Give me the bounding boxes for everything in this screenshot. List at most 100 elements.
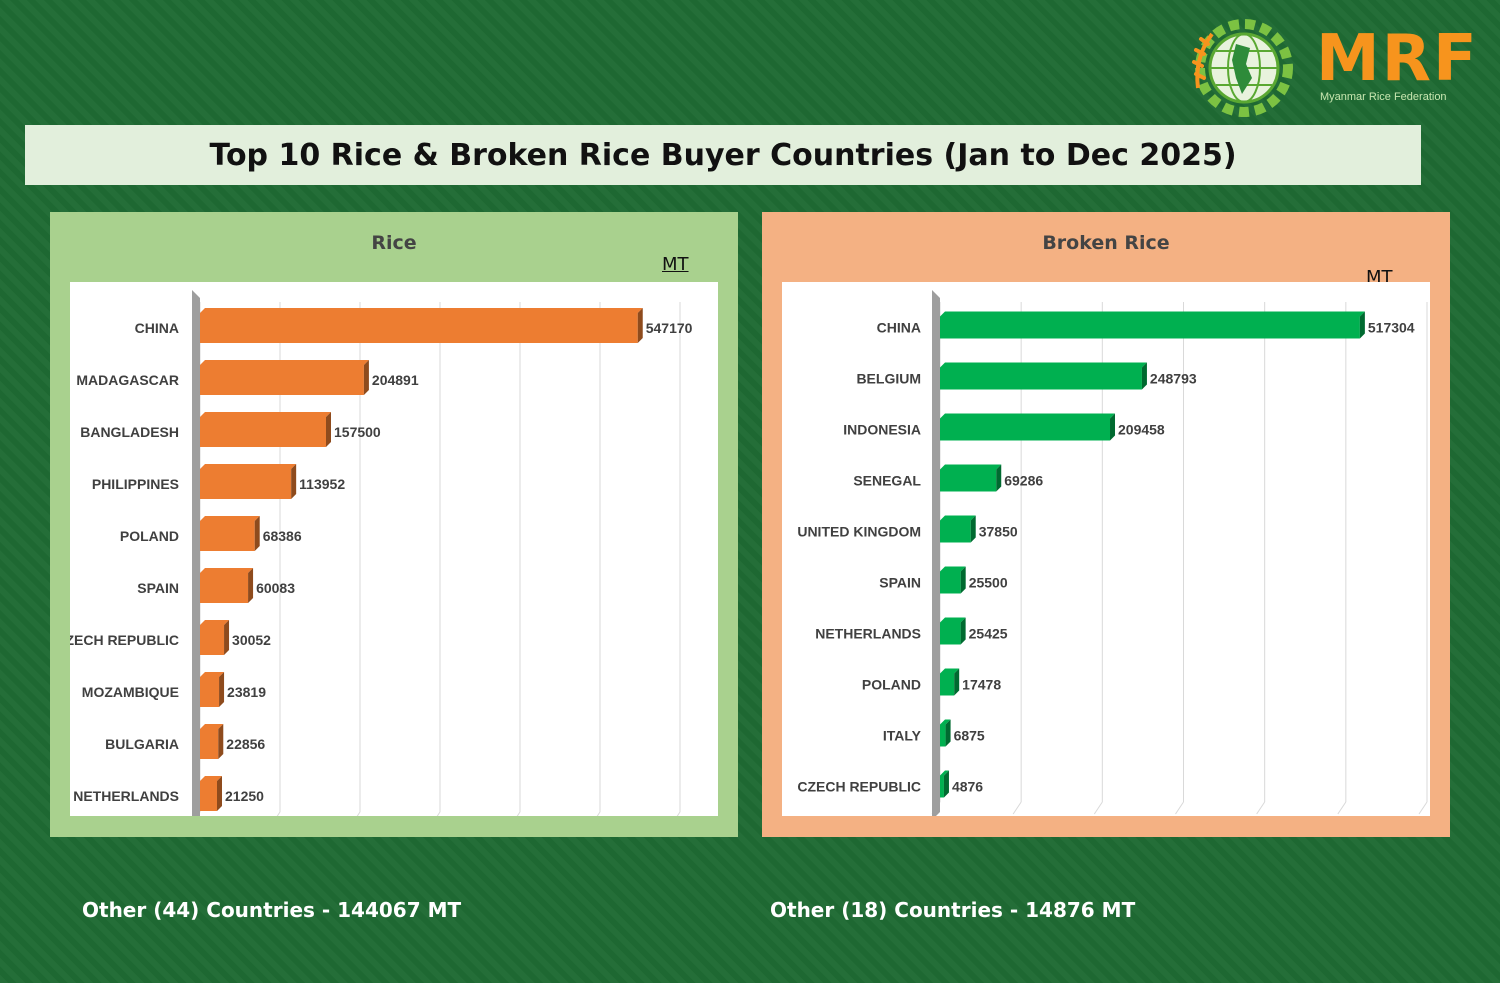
bar-top	[940, 668, 960, 674]
bar	[940, 520, 971, 543]
bar-top	[940, 770, 949, 776]
category-label: CZECH REPUBLIC	[797, 779, 921, 795]
gridline-floor	[431, 811, 441, 825]
bar-top	[200, 776, 222, 781]
bar	[200, 677, 220, 707]
bar-side	[254, 516, 260, 551]
bar	[200, 625, 225, 655]
bar	[940, 775, 944, 798]
logo-text: MRF	[1316, 22, 1479, 96]
category-label: CHINA	[877, 320, 921, 336]
gridline-floor	[1175, 801, 1184, 815]
bar-top	[940, 464, 1002, 470]
broken-rice-chart-panel: Broken Rice MT CHINA 517304 BELGIUM 248793 I…	[762, 212, 1450, 837]
value-label: 22856	[226, 736, 265, 752]
bar	[940, 622, 961, 645]
category-label: POLAND	[120, 528, 179, 544]
bar-side	[248, 568, 254, 603]
value-label: 69286	[1004, 473, 1043, 489]
category-label: SENEGAL	[853, 473, 921, 489]
category-axis-wall	[192, 290, 200, 830]
category-label: INDONESIA	[843, 422, 921, 438]
category-label: SPAIN	[137, 580, 179, 596]
bar-side	[1141, 362, 1147, 390]
category-label: UNITED KINGDOM	[797, 524, 921, 540]
rice-other-countries: Other (44) Countries - 144067 MT	[82, 898, 462, 922]
category-label: PHILIPPINES	[92, 476, 179, 492]
gridline-floor	[1418, 801, 1428, 815]
value-label: 248793	[1150, 371, 1197, 387]
bar-top	[200, 724, 224, 729]
bar-top	[200, 672, 225, 677]
value-label: 6875	[954, 728, 985, 744]
bar	[940, 673, 955, 696]
value-label: 21250	[225, 788, 264, 804]
value-label: 30052	[232, 632, 271, 648]
bar-top	[940, 362, 1147, 368]
bar	[940, 469, 997, 492]
mrf-globe-gear-icon	[1192, 19, 1293, 117]
value-label: 113952	[299, 476, 345, 492]
bar	[200, 313, 638, 343]
rice-unit-label: MT	[662, 254, 689, 275]
bar-side	[960, 566, 966, 594]
gridline-floor	[271, 811, 281, 825]
gridline-floor	[511, 811, 521, 825]
rice-chart-panel: Rice MT CHINA 547170 MADAGASCAR 204891 BANGL…	[50, 212, 738, 837]
category-label: MADAGASCAR	[76, 372, 179, 388]
bar-side	[960, 617, 966, 645]
gridline-floor	[1337, 801, 1347, 815]
bar	[940, 316, 1360, 339]
bar-side	[224, 620, 230, 655]
category-label: BANGLADESH	[80, 424, 179, 440]
value-label: 4876	[952, 779, 983, 795]
bar	[940, 724, 946, 747]
bar-side	[291, 464, 297, 499]
bar-side	[1110, 413, 1116, 441]
bar-top	[940, 719, 951, 725]
value-label: 60083	[256, 580, 295, 596]
category-label: BULGARIA	[105, 736, 179, 752]
category-label: MOZAMBIQUE	[82, 684, 179, 700]
value-label: 37850	[979, 524, 1018, 540]
category-axis-wall	[932, 290, 940, 820]
bar-side	[363, 360, 369, 395]
bar-side	[326, 412, 331, 447]
rice-plot-area: CHINA 547170 MADAGASCAR 204891 BANGLADESH 157…	[55, 282, 718, 830]
broken-rice-other-countries: Other (18) Countries - 14876 MT	[770, 898, 1136, 922]
bar-side	[945, 719, 951, 747]
bar	[200, 469, 292, 499]
value-label: 157500	[334, 424, 381, 440]
bar-side	[1359, 311, 1365, 339]
category-label: POLAND	[862, 677, 921, 693]
mrf-logo: MRF Myanmar Rice Federation	[1186, 18, 1486, 118]
value-label: 17478	[962, 677, 1001, 693]
bar-top	[940, 413, 1116, 419]
value-label: 204891	[372, 372, 419, 388]
bar	[940, 367, 1142, 390]
category-label: BELGIUM	[856, 371, 921, 387]
broken-rice-chart-title: Broken Rice	[1042, 232, 1170, 254]
gridline-floor	[591, 811, 601, 825]
gridline-floor	[351, 811, 361, 825]
bar-side	[218, 724, 224, 759]
rice-chart-title: Rice	[371, 232, 417, 254]
title-bar: Top 10 Rice & Broken Rice Buyer Countrie…	[25, 125, 1421, 185]
value-label: 25425	[969, 626, 1008, 642]
bar	[200, 365, 364, 395]
gridline-floor	[1256, 801, 1266, 815]
value-label: 517304	[1368, 320, 1415, 336]
bar	[200, 417, 326, 447]
gridline-floor	[1012, 801, 1022, 815]
bar-top	[940, 311, 1365, 317]
bar-top	[200, 360, 369, 365]
value-label: 68386	[263, 528, 302, 544]
bar-side	[217, 776, 222, 811]
bar	[200, 521, 255, 551]
value-label: 209458	[1118, 422, 1165, 438]
category-label: CHINA	[135, 320, 179, 336]
bar-top	[200, 516, 260, 521]
category-label: NETHERLANDS	[815, 626, 921, 642]
gridline-floor	[671, 811, 681, 825]
bar-top	[200, 620, 230, 625]
